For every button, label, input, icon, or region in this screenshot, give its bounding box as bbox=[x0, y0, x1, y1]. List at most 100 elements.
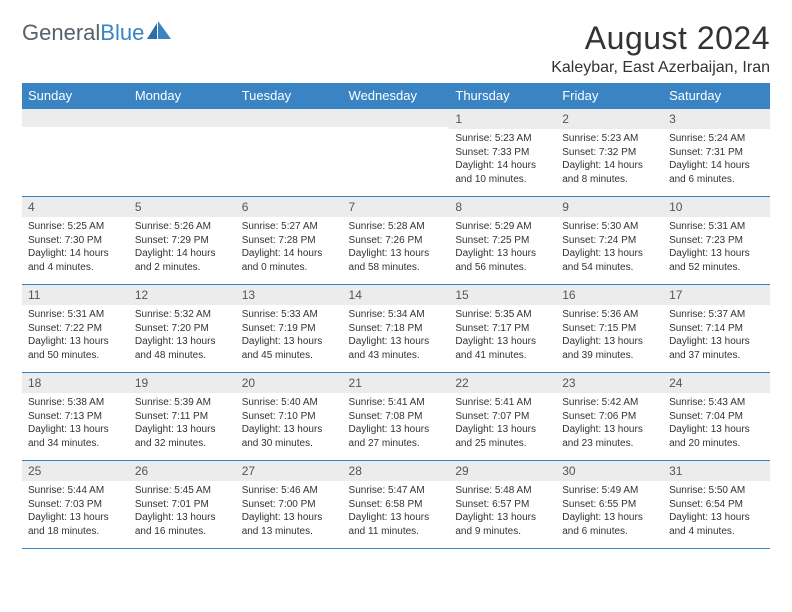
daylight-text: Daylight: 13 hours and 54 minutes. bbox=[562, 247, 657, 274]
day-number: 26 bbox=[129, 461, 236, 481]
calendar-cell: 16Sunrise: 5:36 AMSunset: 7:15 PMDayligh… bbox=[556, 285, 663, 373]
weekday-header: Sunday bbox=[22, 83, 129, 109]
logo-text-blue: Blue bbox=[100, 20, 144, 45]
calendar-cell: 14Sunrise: 5:34 AMSunset: 7:18 PMDayligh… bbox=[343, 285, 450, 373]
calendar-cell: 4Sunrise: 5:25 AMSunset: 7:30 PMDaylight… bbox=[22, 197, 129, 285]
day-body: Sunrise: 5:37 AMSunset: 7:14 PMDaylight:… bbox=[663, 305, 770, 368]
calendar-cell: 7Sunrise: 5:28 AMSunset: 7:26 PMDaylight… bbox=[343, 197, 450, 285]
day-number: 10 bbox=[663, 197, 770, 217]
weekday-header: Wednesday bbox=[343, 83, 450, 109]
day-body bbox=[129, 127, 236, 136]
daylight-text: Daylight: 13 hours and 39 minutes. bbox=[562, 335, 657, 362]
calendar-cell: 17Sunrise: 5:37 AMSunset: 7:14 PMDayligh… bbox=[663, 285, 770, 373]
sunrise-text: Sunrise: 5:34 AM bbox=[349, 308, 444, 322]
day-number: 27 bbox=[236, 461, 343, 481]
daylight-text: Daylight: 14 hours and 6 minutes. bbox=[669, 159, 764, 186]
day-body: Sunrise: 5:29 AMSunset: 7:25 PMDaylight:… bbox=[449, 217, 556, 280]
weekday-header: Monday bbox=[129, 83, 236, 109]
sunset-text: Sunset: 7:31 PM bbox=[669, 146, 764, 160]
sunrise-text: Sunrise: 5:46 AM bbox=[242, 484, 337, 498]
day-number: 22 bbox=[449, 373, 556, 393]
sunrise-text: Sunrise: 5:39 AM bbox=[135, 396, 230, 410]
day-number: 3 bbox=[663, 109, 770, 129]
sunset-text: Sunset: 7:06 PM bbox=[562, 410, 657, 424]
day-number: 11 bbox=[22, 285, 129, 305]
calendar-row: 1Sunrise: 5:23 AMSunset: 7:33 PMDaylight… bbox=[22, 109, 770, 197]
day-body: Sunrise: 5:26 AMSunset: 7:29 PMDaylight:… bbox=[129, 217, 236, 280]
day-body: Sunrise: 5:32 AMSunset: 7:20 PMDaylight:… bbox=[129, 305, 236, 368]
sunrise-text: Sunrise: 5:47 AM bbox=[349, 484, 444, 498]
day-body: Sunrise: 5:43 AMSunset: 7:04 PMDaylight:… bbox=[663, 393, 770, 456]
daylight-text: Daylight: 13 hours and 13 minutes. bbox=[242, 511, 337, 538]
day-body bbox=[22, 127, 129, 136]
day-body: Sunrise: 5:36 AMSunset: 7:15 PMDaylight:… bbox=[556, 305, 663, 368]
sunset-text: Sunset: 7:01 PM bbox=[135, 498, 230, 512]
day-number: 6 bbox=[236, 197, 343, 217]
daylight-text: Daylight: 13 hours and 50 minutes. bbox=[28, 335, 123, 362]
calendar-body: 1Sunrise: 5:23 AMSunset: 7:33 PMDaylight… bbox=[22, 109, 770, 549]
logo-text: GeneralBlue bbox=[22, 20, 144, 46]
calendar-cell: 18Sunrise: 5:38 AMSunset: 7:13 PMDayligh… bbox=[22, 373, 129, 461]
sunset-text: Sunset: 7:03 PM bbox=[28, 498, 123, 512]
calendar-row: 4Sunrise: 5:25 AMSunset: 7:30 PMDaylight… bbox=[22, 197, 770, 285]
day-body: Sunrise: 5:28 AMSunset: 7:26 PMDaylight:… bbox=[343, 217, 450, 280]
sunset-text: Sunset: 7:00 PM bbox=[242, 498, 337, 512]
weekday-header: Thursday bbox=[449, 83, 556, 109]
sunrise-text: Sunrise: 5:23 AM bbox=[562, 132, 657, 146]
daylight-text: Daylight: 13 hours and 11 minutes. bbox=[349, 511, 444, 538]
sunset-text: Sunset: 7:30 PM bbox=[28, 234, 123, 248]
day-body: Sunrise: 5:46 AMSunset: 7:00 PMDaylight:… bbox=[236, 481, 343, 544]
day-body: Sunrise: 5:30 AMSunset: 7:24 PMDaylight:… bbox=[556, 217, 663, 280]
daylight-text: Daylight: 14 hours and 4 minutes. bbox=[28, 247, 123, 274]
title-block: August 2024 Kaleybar, East Azerbaijan, I… bbox=[551, 20, 770, 77]
day-body: Sunrise: 5:31 AMSunset: 7:22 PMDaylight:… bbox=[22, 305, 129, 368]
day-body: Sunrise: 5:35 AMSunset: 7:17 PMDaylight:… bbox=[449, 305, 556, 368]
weekday-header: Tuesday bbox=[236, 83, 343, 109]
day-number: 30 bbox=[556, 461, 663, 481]
day-body: Sunrise: 5:27 AMSunset: 7:28 PMDaylight:… bbox=[236, 217, 343, 280]
calendar-cell: 13Sunrise: 5:33 AMSunset: 7:19 PMDayligh… bbox=[236, 285, 343, 373]
calendar-cell: 5Sunrise: 5:26 AMSunset: 7:29 PMDaylight… bbox=[129, 197, 236, 285]
calendar-cell: 27Sunrise: 5:46 AMSunset: 7:00 PMDayligh… bbox=[236, 461, 343, 549]
sunrise-text: Sunrise: 5:30 AM bbox=[562, 220, 657, 234]
calendar-cell: 15Sunrise: 5:35 AMSunset: 7:17 PMDayligh… bbox=[449, 285, 556, 373]
day-body: Sunrise: 5:41 AMSunset: 7:07 PMDaylight:… bbox=[449, 393, 556, 456]
daylight-text: Daylight: 13 hours and 25 minutes. bbox=[455, 423, 550, 450]
sunrise-text: Sunrise: 5:48 AM bbox=[455, 484, 550, 498]
sunrise-text: Sunrise: 5:36 AM bbox=[562, 308, 657, 322]
daylight-text: Daylight: 13 hours and 16 minutes. bbox=[135, 511, 230, 538]
day-number bbox=[22, 109, 129, 127]
sunset-text: Sunset: 7:22 PM bbox=[28, 322, 123, 336]
daylight-text: Daylight: 13 hours and 41 minutes. bbox=[455, 335, 550, 362]
day-number: 1 bbox=[449, 109, 556, 129]
sunrise-text: Sunrise: 5:28 AM bbox=[349, 220, 444, 234]
day-number: 8 bbox=[449, 197, 556, 217]
day-number: 17 bbox=[663, 285, 770, 305]
logo-sail-icon bbox=[147, 21, 173, 46]
calendar-cell: 23Sunrise: 5:42 AMSunset: 7:06 PMDayligh… bbox=[556, 373, 663, 461]
sunset-text: Sunset: 7:04 PM bbox=[669, 410, 764, 424]
daylight-text: Daylight: 13 hours and 18 minutes. bbox=[28, 511, 123, 538]
sunrise-text: Sunrise: 5:35 AM bbox=[455, 308, 550, 322]
day-body: Sunrise: 5:38 AMSunset: 7:13 PMDaylight:… bbox=[22, 393, 129, 456]
sunset-text: Sunset: 7:14 PM bbox=[669, 322, 764, 336]
day-number: 15 bbox=[449, 285, 556, 305]
calendar-cell: 10Sunrise: 5:31 AMSunset: 7:23 PMDayligh… bbox=[663, 197, 770, 285]
sunrise-text: Sunrise: 5:45 AM bbox=[135, 484, 230, 498]
daylight-text: Daylight: 13 hours and 9 minutes. bbox=[455, 511, 550, 538]
calendar-cell: 3 Sunrise: 5:24 AMSunset: 7:31 PMDaylight… bbox=[663, 109, 770, 197]
calendar-cell: 6Sunrise: 5:27 AMSunset: 7:28 PMDaylight… bbox=[236, 197, 343, 285]
day-number: 4 bbox=[22, 197, 129, 217]
sunset-text: Sunset: 7:20 PM bbox=[135, 322, 230, 336]
calendar-cell: 30Sunrise: 5:49 AMSunset: 6:55 PMDayligh… bbox=[556, 461, 663, 549]
sunrise-text: Sunrise: 5:29 AM bbox=[455, 220, 550, 234]
daylight-text: Daylight: 13 hours and 45 minutes. bbox=[242, 335, 337, 362]
sunrise-text: Sunrise: 5:37 AM bbox=[669, 308, 764, 322]
day-body: Sunrise: 5:49 AMSunset: 6:55 PMDaylight:… bbox=[556, 481, 663, 544]
sunset-text: Sunset: 6:55 PM bbox=[562, 498, 657, 512]
calendar-row: 11Sunrise: 5:31 AMSunset: 7:22 PMDayligh… bbox=[22, 285, 770, 373]
sunrise-text: Sunrise: 5:26 AM bbox=[135, 220, 230, 234]
sunrise-text: Sunrise: 5:24 AM bbox=[669, 132, 764, 146]
sunset-text: Sunset: 7:24 PM bbox=[562, 234, 657, 248]
logo: GeneralBlue bbox=[22, 20, 173, 46]
